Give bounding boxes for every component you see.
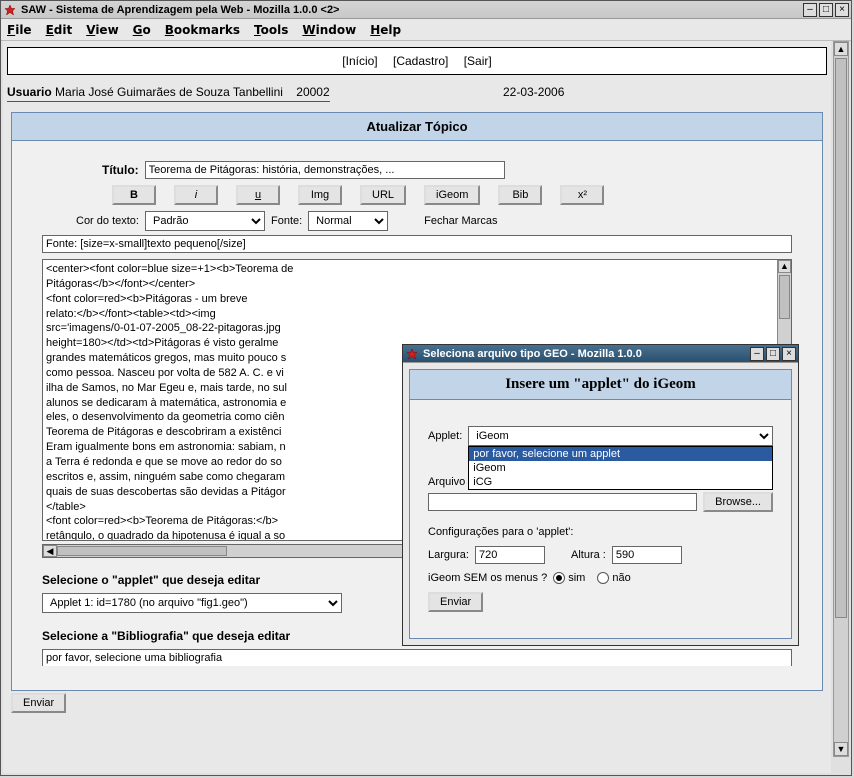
menu-window[interactable]: Window (302, 23, 356, 37)
url-button[interactable]: URL (360, 185, 406, 205)
menu-help[interactable]: Help (370, 23, 401, 37)
fechar-marcas-label[interactable]: Fechar Marcas (424, 215, 497, 227)
applet-option-placeholder[interactable]: por favor, selecione um applet (469, 447, 772, 461)
altura-input[interactable] (612, 546, 682, 564)
cor-texto-select[interactable]: Padrão (145, 211, 265, 231)
panel-title: Atualizar Tópico (12, 113, 822, 141)
nav-links-bar: [Início] [Cadastro] [Sair] (7, 47, 827, 75)
largura-input[interactable] (475, 546, 545, 564)
maximize-icon[interactable]: □ (819, 3, 833, 17)
menus-label: iGeom SEM os menus ? (428, 572, 547, 584)
user-info-line: Usuario Maria José Guimarães de Souza Ta… (7, 85, 827, 106)
menu-go[interactable]: Go (133, 23, 151, 37)
applet-select[interactable]: iGeom (468, 426, 773, 446)
largura-label: Largura: (428, 549, 469, 561)
radio-sim[interactable]: sim (553, 572, 585, 584)
menu-view[interactable]: View (86, 23, 118, 37)
user-label: Usuario (7, 85, 52, 99)
nav-link-sair[interactable]: [Sair] (464, 54, 492, 68)
fonte-sample-input[interactable] (42, 235, 792, 253)
page-vscrollbar[interactable]: ▲ ▼ (833, 41, 849, 757)
fonte-label: Fonte: (271, 215, 302, 227)
fonte-select[interactable]: Normal (308, 211, 388, 231)
dialog-title: Seleciona arquivo tipo GEO - Mozilla 1.0… (423, 348, 750, 360)
dialog-maximize-icon[interactable]: □ (766, 347, 780, 361)
applet-option-igeom[interactable]: iGeom (469, 461, 772, 475)
dialog-titlebar: Seleciona arquivo tipo GEO - Mozilla 1.0… (403, 345, 798, 363)
menubar: File Edit View Go Bookmarks Tools Window… (1, 19, 851, 41)
applet-label: Applet: (428, 430, 462, 442)
nav-link-inicio[interactable]: [Início] (342, 54, 377, 68)
dialog-submit-button[interactable]: Enviar (428, 592, 483, 612)
titulo-label: Título: (102, 163, 139, 177)
dialog-close-icon[interactable]: × (782, 347, 796, 361)
menu-tools[interactable]: Tools (254, 23, 288, 37)
close-icon[interactable]: × (835, 3, 849, 17)
browse-button[interactable]: Browse... (703, 492, 773, 512)
bib-button[interactable]: Bib (498, 185, 542, 205)
format-toolbar: B i u Img URL iGeom Bib x² (112, 185, 792, 205)
dialog-minimize-icon[interactable]: – (750, 347, 764, 361)
star-icon (405, 347, 419, 361)
altura-label: Altura : (571, 549, 606, 561)
dialog-panel-title: Insere um "applet" do iGeom (410, 370, 791, 400)
main-submit-button[interactable]: Enviar (11, 693, 66, 713)
config-label: Configurações para o 'applet': (428, 526, 573, 538)
page-date: 22-03-2006 (503, 85, 564, 99)
biblio-input[interactable] (42, 649, 792, 666)
applet-edit-select[interactable]: Applet 1: id=1780 (no arquivo "fig1.geo"… (42, 593, 342, 613)
bold-button[interactable]: B (112, 185, 156, 205)
main-window-title: SAW - Sistema de Aprendizagem pela Web -… (21, 4, 803, 16)
igeom-button[interactable]: iGeom (424, 185, 480, 205)
sup-button[interactable]: x² (560, 185, 604, 205)
titulo-input[interactable] (145, 161, 505, 179)
applet-dropdown-list: por favor, selecione um applet iGeom iCG (468, 446, 773, 490)
main-window-titlebar: SAW - Sistema de Aprendizagem pela Web -… (1, 1, 851, 19)
user-name: Maria José Guimarães de Souza Tanbellini (55, 85, 283, 99)
minimize-icon[interactable]: – (803, 3, 817, 17)
nav-link-cadastro[interactable]: [Cadastro] (393, 54, 448, 68)
img-button[interactable]: Img (298, 185, 342, 205)
italic-button[interactable]: i (174, 185, 218, 205)
star-icon (3, 3, 17, 17)
cor-texto-label: Cor do texto: (76, 215, 139, 227)
underline-button[interactable]: u (236, 185, 280, 205)
applet-option-icg[interactable]: iCG (469, 475, 772, 489)
radio-nao[interactable]: não (597, 572, 630, 584)
menu-bookmarks[interactable]: Bookmarks (165, 23, 240, 37)
menu-file[interactable]: File (7, 23, 32, 37)
menu-edit[interactable]: Edit (46, 23, 73, 37)
user-code: 20002 (296, 85, 329, 99)
arquivo-input[interactable] (428, 493, 697, 511)
